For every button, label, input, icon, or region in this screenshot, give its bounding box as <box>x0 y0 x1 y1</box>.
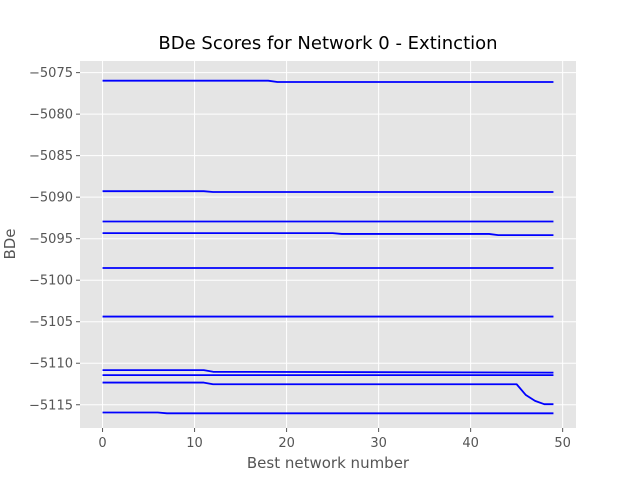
y-tick-label: −5075 <box>29 66 73 81</box>
y-tick-label: −5105 <box>29 315 73 330</box>
y-tick-labels: −5075 −5080 −5085 −5090 −5095 −5100 −5105 −5110… <box>29 66 80 413</box>
x-axis-label: Best network number <box>247 454 410 472</box>
grid-lines <box>80 61 576 428</box>
y-tick-label: −5080 <box>29 108 73 123</box>
x-tick-label: 30 <box>370 436 387 451</box>
series-line-2 <box>102 190 554 193</box>
y-tick-label: −5115 <box>29 398 73 413</box>
series-line-4 <box>102 232 554 237</box>
x-tick-label: 40 <box>462 436 479 451</box>
x-tick-label: 50 <box>554 436 571 451</box>
series-line-9 <box>102 381 554 406</box>
series-lines <box>102 79 554 415</box>
series-line-1 <box>102 79 554 83</box>
x-tick-label: 10 <box>186 436 203 451</box>
y-tick-label: −5085 <box>29 149 73 164</box>
y-tick-label: −5100 <box>29 274 73 289</box>
chart-title: BDe Scores for Network 0 - Extinction <box>158 33 497 54</box>
x-tick-label: 0 <box>98 436 106 451</box>
x-tick-label: 20 <box>278 436 295 451</box>
y-tick-label: −5110 <box>29 357 73 372</box>
y-axis-label: BDe <box>1 228 19 259</box>
x-tick-labels: 0 10 20 30 40 50 <box>98 428 571 451</box>
y-tick-label: −5090 <box>29 191 73 206</box>
series-line-10 <box>102 411 554 415</box>
plot-area <box>80 61 576 428</box>
series-line-7 <box>102 369 554 374</box>
y-tick-label: −5095 <box>29 232 73 247</box>
